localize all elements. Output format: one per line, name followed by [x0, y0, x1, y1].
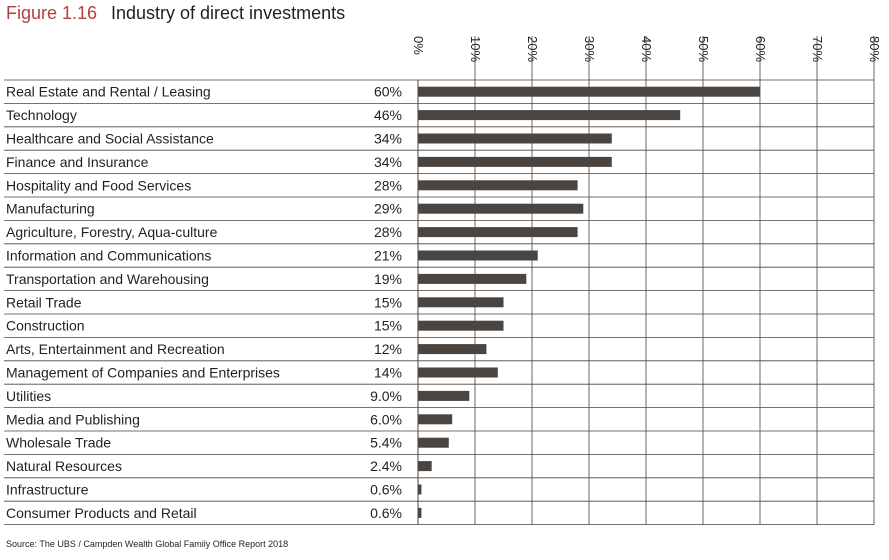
- category-label: Transportation and Warehousing: [6, 271, 209, 287]
- category-label: Finance and Insurance: [6, 154, 149, 170]
- x-tick-label: 30%: [582, 36, 597, 62]
- value-label: 19%: [374, 271, 402, 287]
- category-label: Arts, Entertainment and Recreation: [6, 341, 225, 357]
- bar: [418, 484, 422, 495]
- source-note: Source: The UBS / Campden Wealth Global …: [6, 539, 288, 549]
- value-label: 29%: [374, 201, 402, 217]
- value-label: 28%: [374, 224, 402, 240]
- figure-number: Figure 1.16: [6, 3, 97, 23]
- bar: [418, 461, 432, 472]
- x-tick-label: 20%: [525, 36, 540, 62]
- value-label: 34%: [374, 131, 402, 147]
- category-label: Technology: [6, 107, 77, 123]
- value-label: 0.6%: [370, 505, 402, 521]
- bar: [418, 180, 578, 191]
- bar: [418, 344, 487, 355]
- x-axis-ticks: 0% 10% 20% 30% 40% 50% 60% 70% 80%: [411, 36, 882, 62]
- value-label: 21%: [374, 248, 402, 264]
- category-label: Agriculture, Forestry, Aqua-culture: [6, 224, 218, 240]
- value-label: 46%: [374, 107, 402, 123]
- category-label: Hospitality and Food Services: [6, 177, 191, 193]
- bar: [418, 250, 538, 261]
- chart-title: Industry of direct investments: [111, 3, 345, 23]
- bar: [418, 367, 498, 378]
- category-label: Infrastructure: [6, 482, 89, 498]
- bar: [418, 507, 422, 518]
- x-tick-label: 60%: [753, 36, 768, 62]
- value-label: 12%: [374, 341, 402, 357]
- x-tick-label: 40%: [639, 36, 654, 62]
- x-tick-label: 70%: [810, 36, 825, 62]
- category-label: Manufacturing: [6, 201, 95, 217]
- category-label: Consumer Products and Retail: [6, 505, 197, 521]
- x-tick-label: 50%: [696, 36, 711, 62]
- bar: [418, 227, 578, 238]
- bar: [418, 110, 681, 121]
- bar: [418, 273, 527, 284]
- value-label: 0.6%: [370, 482, 402, 498]
- category-label: Management of Companies and Enterprises: [6, 365, 280, 381]
- value-label: 9.0%: [370, 388, 402, 404]
- value-label: 15%: [374, 294, 402, 310]
- bar: [418, 437, 449, 448]
- bar: [418, 203, 584, 214]
- category-label: Natural Resources: [6, 458, 122, 474]
- category-label: Construction: [6, 318, 85, 334]
- bar: [418, 133, 612, 144]
- value-label: 15%: [374, 318, 402, 334]
- bar: [418, 390, 470, 401]
- x-tick-label: 80%: [867, 36, 882, 62]
- value-label: 28%: [374, 177, 402, 193]
- bar: [418, 320, 504, 331]
- category-label: Wholesale Trade: [6, 435, 111, 451]
- bars: [418, 86, 760, 518]
- value-label: 60%: [374, 84, 402, 100]
- value-label: 6.0%: [370, 411, 402, 427]
- bar: [418, 86, 760, 97]
- category-label: Utilities: [6, 388, 51, 404]
- category-label: Retail Trade: [6, 294, 82, 310]
- bar: [418, 297, 504, 308]
- value-label: 2.4%: [370, 458, 402, 474]
- value-label: 5.4%: [370, 435, 402, 451]
- category-label: Real Estate and Rental / Leasing: [6, 84, 211, 100]
- value-label: 14%: [374, 365, 402, 381]
- category-label: Healthcare and Social Assistance: [6, 131, 214, 147]
- bar: [418, 414, 453, 425]
- category-label: Information and Communications: [6, 248, 211, 264]
- category-rows: Real Estate and Rental / Leasing 60% Techn…: [4, 79, 874, 525]
- value-label: 34%: [374, 154, 402, 170]
- x-tick-label: 10%: [468, 36, 483, 62]
- x-tick-label: 0%: [411, 36, 426, 55]
- bar: [418, 156, 612, 167]
- category-label: Media and Publishing: [6, 411, 140, 427]
